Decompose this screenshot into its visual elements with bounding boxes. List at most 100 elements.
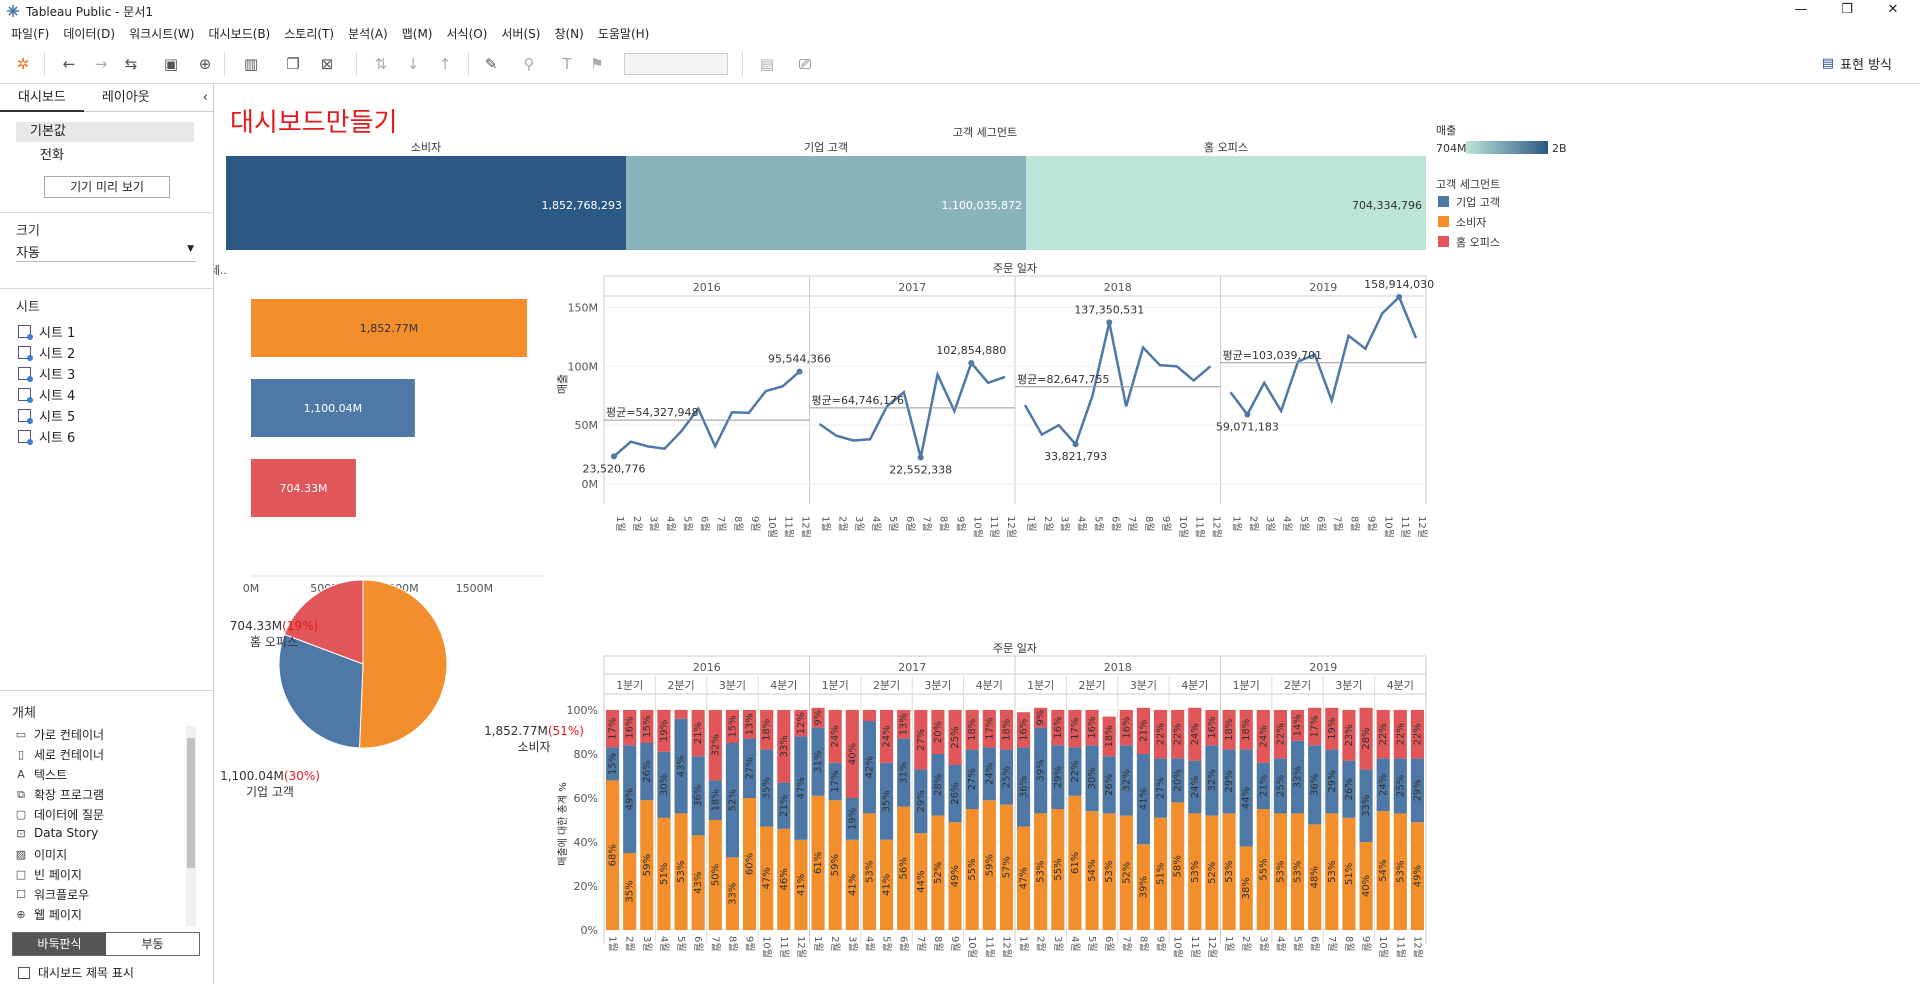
stacked-quarter-label: 2분기 <box>1078 679 1105 692</box>
sheet-item[interactable]: 시트 1 <box>18 322 75 341</box>
stacked-month-label: 7월 <box>1326 936 1338 952</box>
size-dropdown[interactable]: 자동 ▼ <box>16 242 196 262</box>
sort-ascending-icon[interactable]: ↓ <box>406 55 420 73</box>
sheet-item[interactable]: 시트 5 <box>18 406 75 425</box>
segment-legend-swatch <box>1438 216 1449 227</box>
treemap-header-label: 기업 고객 <box>804 141 848 154</box>
menu-file[interactable]: 파일(F) <box>11 26 50 41</box>
object-ask-data[interactable]: ▢ 데이터에 질문 <box>14 806 104 823</box>
menu-format[interactable]: 서식(O) <box>446 26 488 41</box>
replace-data-icon[interactable]: ⇆ <box>124 55 138 73</box>
stacked-segment-홈 오피스 <box>1376 710 1390 759</box>
object-text[interactable]: A 텍스트 <box>14 766 67 783</box>
stacked-segment-소비자 <box>1359 842 1373 930</box>
sheet-item[interactable]: 시트 3 <box>18 364 75 383</box>
tableau-home-icon[interactable]: ✲ <box>16 55 30 73</box>
vertical-container-icon: ▯ <box>17 748 25 761</box>
show-title-checkbox[interactable] <box>18 966 30 979</box>
new-datasource-icon[interactable]: ⊕ <box>198 55 212 73</box>
show-title-checkbox-row[interactable]: 대시보드 제목 표시 <box>18 964 134 981</box>
scrollbar-thumb[interactable] <box>187 738 195 868</box>
fit-dropdown[interactable] <box>624 53 728 75</box>
stacked-segment-label: 52% <box>1121 862 1132 884</box>
stacked-segment-label: 33% <box>727 883 738 905</box>
redo-icon[interactable]: → <box>94 55 108 73</box>
stacked-segment-홈 오피스 <box>862 710 876 721</box>
object-label: 확장 프로그램 <box>34 788 105 802</box>
line-point-marker <box>1106 319 1113 326</box>
menu-server[interactable]: 서버(S) <box>501 26 541 41</box>
stacked-quarter-label: 1분기 <box>822 679 849 692</box>
object-web-page[interactable]: ⊕ 웹 페이지 <box>14 906 82 923</box>
object-label: 이미지 <box>34 848 68 862</box>
stacked-segment-소비자 <box>1256 809 1270 930</box>
line-month-label: 8월 <box>732 516 744 532</box>
line-series-2018 <box>1023 322 1212 447</box>
swap-icon[interactable]: ⇅ <box>374 55 388 73</box>
duplicate-sheet-icon[interactable]: ❐ <box>286 55 300 73</box>
menu-map[interactable]: 맵(M) <box>401 26 433 41</box>
highlight-icon[interactable]: ✎ <box>484 55 498 73</box>
tiled-button[interactable]: 바둑판식 <box>13 933 106 955</box>
menu-data[interactable]: 데이터(D) <box>63 26 116 41</box>
object-image[interactable]: ▨ 이미지 <box>14 846 67 863</box>
stacked-month-label: 7월 <box>915 936 927 952</box>
pie-value-amount: 1,852.77M <box>484 724 548 738</box>
object-vertical[interactable]: ▯ 세로 컨테이너 <box>14 746 104 763</box>
objects-scrollbar[interactable] <box>186 726 196 926</box>
object-horizontal[interactable]: ▭ 가로 컨테이너 <box>14 726 104 743</box>
tab-layout[interactable]: 레이아웃 <box>101 90 150 105</box>
stacked-segment-label: 32% <box>1121 769 1132 791</box>
stacked-segment-label: 53% <box>1104 861 1115 883</box>
device-phone[interactable]: 전화 <box>40 148 64 163</box>
stacked-segment-label: 53% <box>1224 861 1235 883</box>
stacked-segment-기업 고객 <box>948 765 962 823</box>
floating-button[interactable]: 부동 <box>106 933 199 955</box>
device-default[interactable]: 기본값 <box>16 122 194 142</box>
stacked-segment-label: 41% <box>847 874 858 896</box>
sort-descending-icon[interactable]: ↑ <box>438 55 452 73</box>
save-icon[interactable]: ▣ <box>163 55 179 73</box>
line-month-label: 5월 <box>681 516 693 532</box>
device-preview-button[interactable]: 기기 미리 보기 <box>44 176 170 198</box>
presentation-mode-icon[interactable]: ⎚ <box>798 55 811 73</box>
menu-help[interactable]: 도움말(H) <box>597 26 650 41</box>
object-blank[interactable]: □ 빈 페이지 <box>14 866 82 883</box>
group-icon[interactable]: ⚲ <box>523 55 535 73</box>
maximize-button[interactable]: ❐ <box>1841 2 1853 17</box>
show-cards-icon[interactable]: ▤ <box>759 55 775 73</box>
line-month-label: 6월 <box>698 516 710 532</box>
object-extension[interactable]: ⧉ 확장 프로그램 <box>14 786 104 803</box>
stacked-segment-홈 오피스 <box>931 710 945 754</box>
minimize-button[interactable]: — <box>1794 2 1808 17</box>
clear-sheet-icon[interactable]: ⊠ <box>320 55 334 73</box>
menu-worksheet[interactable]: 워크시트(W) <box>129 26 195 41</box>
label-icon[interactable]: T <box>562 55 572 73</box>
menu-analysis[interactable]: 분석(A) <box>348 26 388 41</box>
line-point-label: 59,071,183 <box>1216 421 1279 434</box>
stacked-month-label: 5월 <box>675 936 687 952</box>
object-workflow[interactable]: ☐ 워크플로우 <box>14 886 89 903</box>
new-sheet-icon[interactable]: ▥ <box>243 55 259 73</box>
menu-dashboard[interactable]: 대시보드(B) <box>208 26 271 41</box>
sheet-item[interactable]: 시트 4 <box>18 385 75 404</box>
stacked-segment-label: 26% <box>1104 774 1115 796</box>
stacked-segment-label: 50% <box>710 864 721 886</box>
object-data-story[interactable]: ⊡ Data Story <box>14 826 98 840</box>
stacked-segment-label: 16% <box>1121 716 1132 738</box>
pin-icon[interactable]: ⚑ <box>590 55 604 73</box>
section-divider <box>0 212 214 213</box>
close-button[interactable]: ✕ <box>1887 2 1899 17</box>
menu-story[interactable]: 스토리(T) <box>284 26 335 41</box>
sheet-item[interactable]: 시트 6 <box>18 427 75 446</box>
collapse-pane-icon[interactable]: ‹ <box>202 90 208 105</box>
menu-window[interactable]: 창(N) <box>554 26 584 41</box>
show-me-button[interactable]: ▤ 표현 방식 <box>1822 54 1892 73</box>
stacked-segment-소비자 <box>725 857 739 930</box>
stacked-segment-홈 오피스 <box>1102 716 1116 757</box>
undo-icon[interactable]: ← <box>62 55 76 73</box>
stacked-segment-label: 24% <box>984 763 995 785</box>
tab-dashboard[interactable]: 대시보드 <box>0 84 84 112</box>
sheet-item[interactable]: 시트 2 <box>18 343 75 362</box>
